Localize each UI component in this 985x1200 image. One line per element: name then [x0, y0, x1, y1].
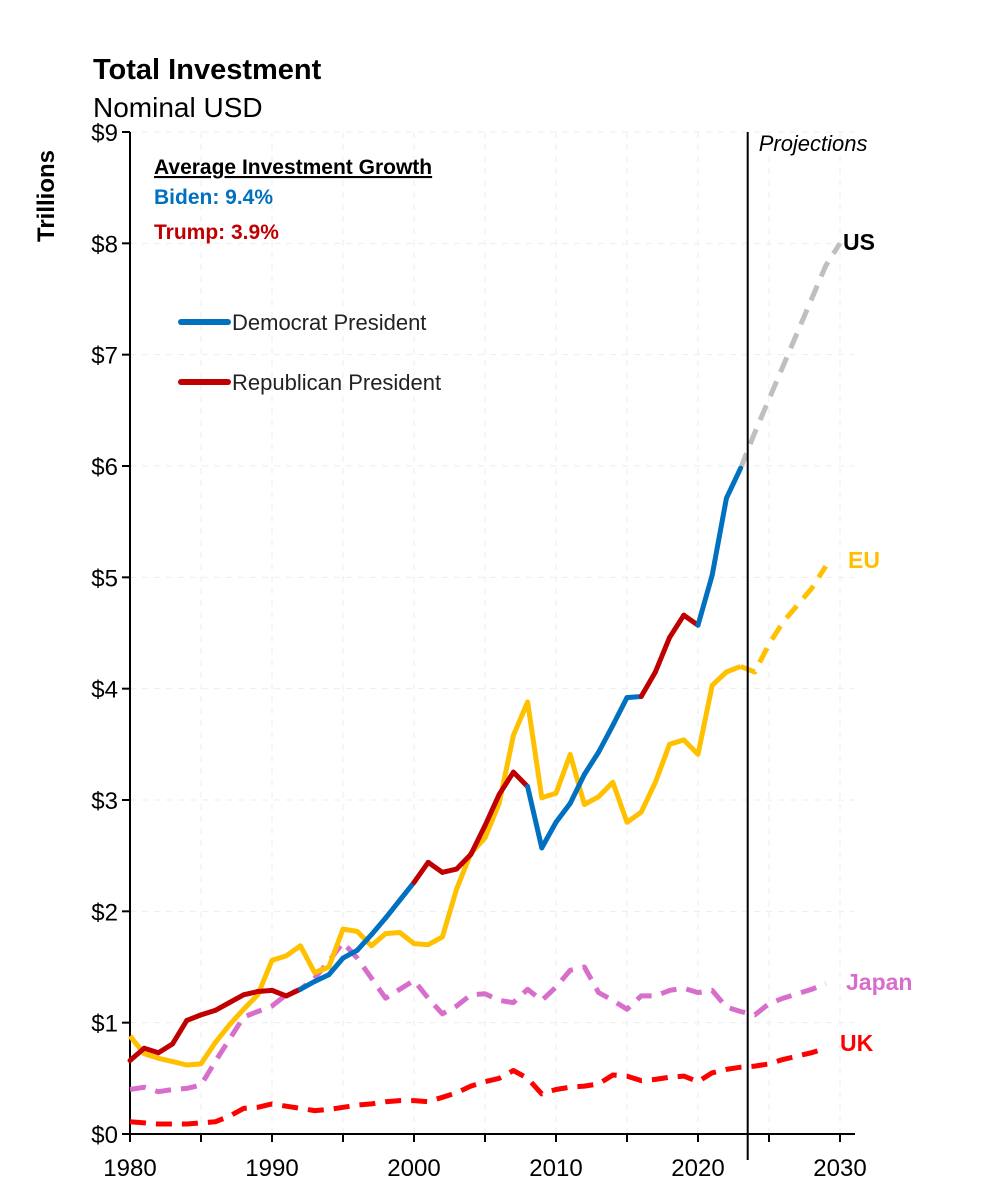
series-segment-us-R — [212, 1000, 232, 1013]
annotation-trump: Trump: 3.9% — [154, 221, 279, 244]
series-segment-us-R — [170, 1017, 190, 1047]
series-segment-us-R — [283, 986, 303, 999]
series-segment-us-D — [539, 819, 559, 851]
y-tick-label: $5 — [91, 565, 118, 592]
x-tick-label: 2010 — [529, 1155, 582, 1182]
chart-title: Total Investment — [93, 54, 322, 86]
annotation-biden: Biden: 9.4% — [154, 186, 273, 209]
series-segment-us-R — [411, 859, 431, 885]
series-label-eu: EU — [848, 547, 880, 573]
series-segment-us-D — [581, 749, 602, 777]
axes — [122, 131, 855, 1142]
x-tick-label: 2030 — [813, 1155, 866, 1182]
series-segment-us-D — [397, 879, 417, 903]
growth-annotation: Average Investment Growth Biden: 9.4% Tr… — [154, 156, 432, 244]
x-tick-label: 1990 — [245, 1155, 298, 1182]
series-segment-us-D — [610, 695, 630, 728]
series-segment-us-R — [155, 1041, 176, 1056]
series-segment-us-D — [383, 897, 403, 921]
x-tick-label: 1980 — [103, 1155, 156, 1182]
y-tick-label: $7 — [91, 343, 118, 370]
series-segment-us-R — [226, 992, 247, 1006]
series-segment-us-D — [326, 955, 346, 978]
series-segment-us-D — [567, 771, 587, 806]
series-segment-us-D — [312, 972, 332, 984]
annotation-heading: Average Investment Growth — [154, 156, 432, 179]
y-axis-label: Trillions — [33, 150, 60, 242]
series-segment-us-R — [482, 791, 502, 829]
legend: Democrat President Republican President — [178, 310, 441, 395]
series-projection-eu — [739, 564, 828, 675]
series-segment-us-R — [454, 852, 474, 872]
grid — [130, 131, 855, 1135]
series-segment-us-D — [695, 572, 715, 628]
y-tick-label: $1 — [91, 1011, 118, 1038]
series-projection-us — [738, 241, 843, 470]
y-tick-label: $0 — [91, 1122, 118, 1149]
series-segment-us-D — [368, 915, 389, 938]
series-label-us: US — [843, 229, 875, 255]
series-labels: US EU Japan UK — [840, 229, 912, 1056]
series-segment-us-R — [425, 859, 445, 875]
series-segment-us-D — [723, 465, 744, 501]
series-segment-us-R — [184, 1012, 204, 1023]
series-lines — [127, 241, 843, 1127]
series-segment-us-D — [709, 495, 729, 578]
tick-labels: $0 $1 $2 $3 $4 $5 $6 $7 $8 $9 1980 1990 2000 2010 2020… — [91, 120, 866, 1182]
y-tick-label: $4 — [91, 677, 118, 704]
series-line-uk — [129, 1045, 827, 1127]
legend-label-republican: Republican President — [232, 370, 441, 395]
x-tick-label: 2000 — [387, 1155, 440, 1182]
series-segment-us-R — [681, 612, 701, 628]
series-line-eu — [128, 664, 742, 1068]
y-tick-label: $9 — [91, 120, 118, 147]
series-segment-us-R — [652, 634, 673, 675]
series-segment-us-D — [596, 722, 616, 755]
series-segment-us-R — [496, 769, 516, 797]
series-segment-us-R — [510, 769, 531, 790]
series-segment-us-D — [340, 947, 360, 961]
series-label-uk: UK — [840, 1030, 874, 1056]
y-tick-label: $6 — [91, 454, 118, 481]
series-segment-us-D — [553, 800, 573, 825]
chart-subtitle: Nominal USD — [93, 92, 263, 123]
series-segment-us-R — [638, 669, 658, 699]
series-label-japan: Japan — [846, 969, 912, 995]
series-segment-us-R — [269, 987, 289, 999]
x-tick-label: 2020 — [671, 1155, 724, 1182]
series-segment-us-D — [525, 784, 545, 851]
series-segment-us-R — [667, 612, 687, 640]
series-segment-us-R — [468, 823, 488, 858]
series-line-japan — [129, 940, 827, 1095]
series-segment-us-D — [297, 978, 318, 992]
y-tick-label: $2 — [91, 899, 118, 926]
y-tick-label: $3 — [91, 788, 118, 815]
projection-label: Projections — [759, 131, 868, 156]
y-tick-label: $8 — [91, 231, 118, 258]
series-segment-us-D — [354, 932, 374, 953]
series-segment-us-R — [127, 1045, 147, 1064]
legend-label-democrat: Democrat President — [232, 310, 426, 335]
